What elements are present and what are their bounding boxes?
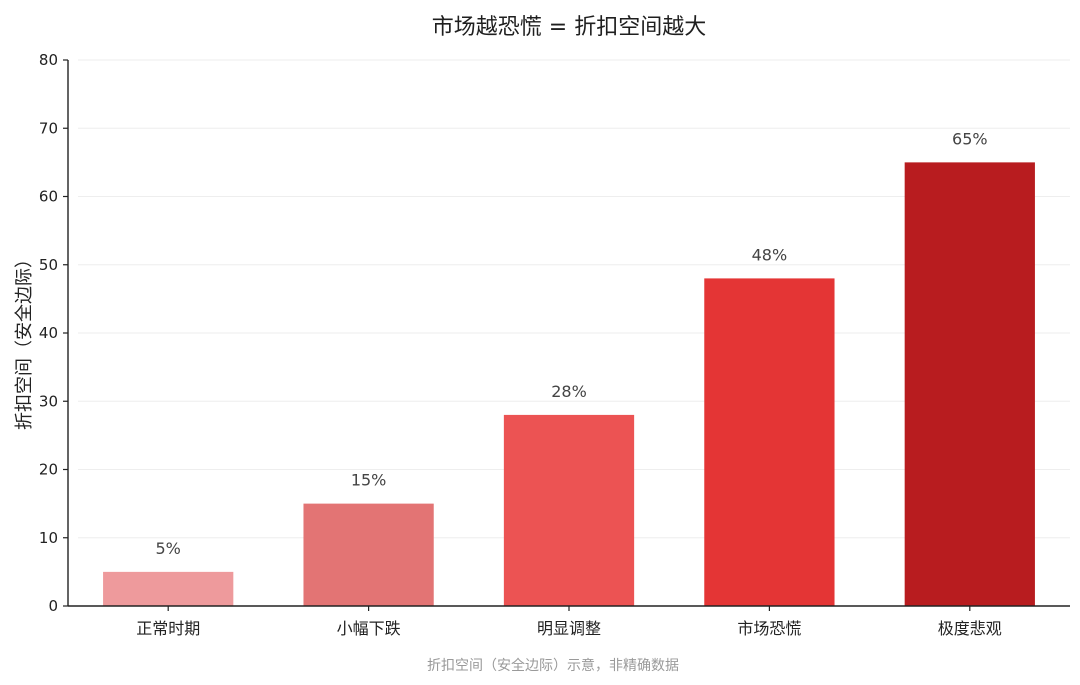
bar-5 xyxy=(904,162,1035,606)
bar-3 xyxy=(503,414,635,606)
y-axis-label: 折扣空间（安全边际） xyxy=(14,250,35,430)
bar-1 xyxy=(103,571,234,606)
value-label: 28% xyxy=(551,382,587,401)
value-label: 48% xyxy=(752,245,788,264)
x-tick-label: 正常时期 xyxy=(136,619,200,638)
y-tick-label: 20 xyxy=(39,461,58,479)
x-axis-ticks: 正常时期 小幅下跌 明显调整 市场恐慌 极度悲观 xyxy=(136,606,1002,638)
grid-lines xyxy=(78,59,1070,539)
y-tick-label: 70 xyxy=(39,119,58,137)
x-tick-label: 极度悲观 xyxy=(938,619,1002,638)
value-labels: 5% 15% 28% 48% 65% xyxy=(156,129,988,558)
value-label: 5% xyxy=(156,539,181,558)
bar-2 xyxy=(303,503,434,606)
y-tick-label: 60 xyxy=(39,188,58,206)
y-tick-label: 40 xyxy=(39,324,58,342)
x-tick-label: 小幅下跌 xyxy=(337,619,401,638)
y-tick-label: 50 xyxy=(39,256,58,274)
y-axis-ticks: 0 10 20 30 40 50 60 70 80 xyxy=(39,51,68,615)
bars xyxy=(103,162,1035,606)
chart-title: 市场越恐慌 = 折扣空间越大 xyxy=(432,15,706,40)
value-label: 65% xyxy=(952,129,988,148)
y-tick-label: 10 xyxy=(39,529,58,547)
y-tick-label: 30 xyxy=(39,392,58,410)
x-tick-label: 明显调整 xyxy=(537,619,601,638)
y-tick-label: 0 xyxy=(48,597,58,615)
y-tick-label: 80 xyxy=(39,51,58,69)
x-tick-label: 市场恐慌 xyxy=(737,619,801,638)
value-label: 15% xyxy=(351,471,387,490)
footnote: 折扣空间（安全边际）示意，非精确数据 xyxy=(427,657,679,674)
bar-4 xyxy=(704,278,835,606)
